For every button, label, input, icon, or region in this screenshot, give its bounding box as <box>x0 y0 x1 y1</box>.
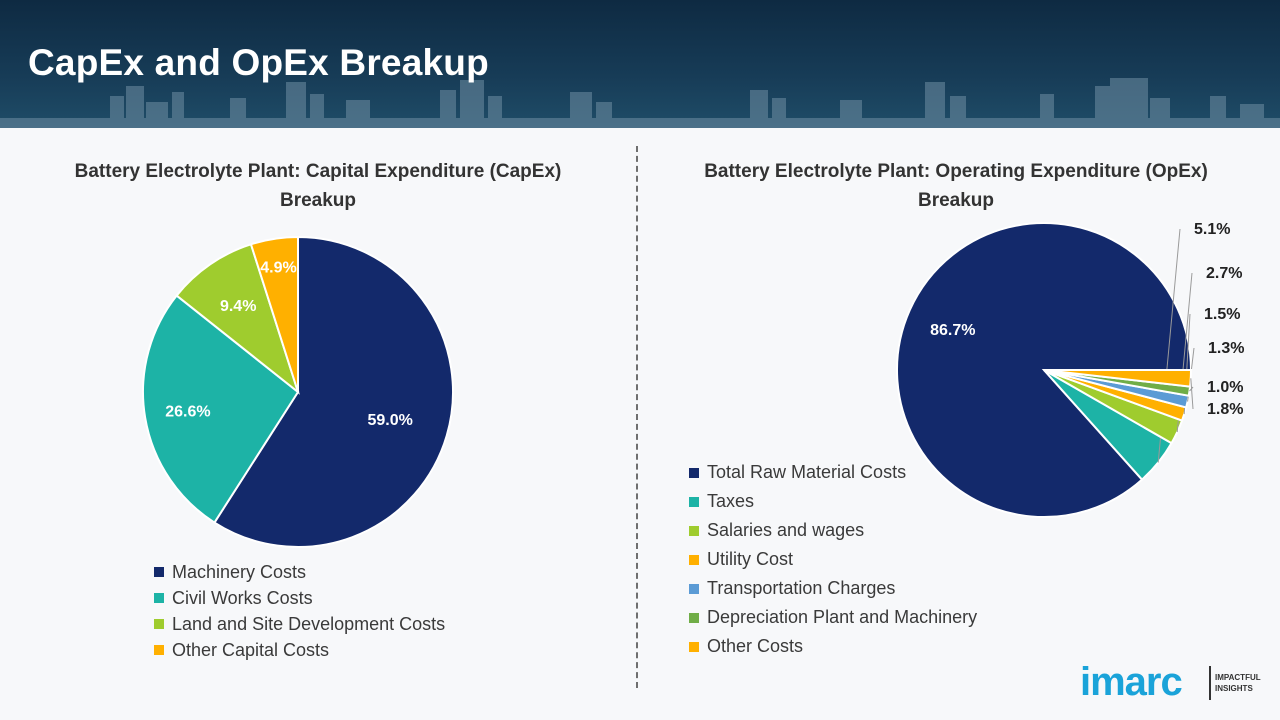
data-label-land-and-site-development-costs: 9.4% <box>220 298 256 315</box>
opex-title-line1: Battery Electrolyte Plant: Operating Exp… <box>704 161 1208 182</box>
legend-label-transportation-charges: Transportation Charges <box>707 578 896 598</box>
page-title: CapEx and OpEx Breakup <box>28 42 489 83</box>
logo-divider <box>1209 666 1211 700</box>
data-label-machinery-costs: 59.0% <box>368 412 413 429</box>
legend-label-total-raw-material-costs: Total Raw Material Costs <box>707 462 907 482</box>
legend-item-depreciation-plant-and-machinery: Depreciation Plant and Machinery <box>689 603 977 632</box>
imarc-logo: imarc IMPACTFUL INSIGHTS <box>1080 660 1261 706</box>
legend-swatch-taxes <box>689 496 699 507</box>
legend-swatch-other-costs <box>689 641 699 652</box>
panel-divider <box>636 146 638 688</box>
logo-tagline-2: INSIGHTS <box>1215 684 1253 693</box>
legend-swatch-transportation-charges <box>689 583 699 594</box>
pie-slice-land-and-site-development-costs <box>175 243 300 395</box>
legend-swatch-civil-works-costs <box>154 593 164 603</box>
data-label-total-raw-material-costs: 86.7% <box>930 322 975 339</box>
legend-item-machinery-costs: Machinery Costs <box>154 559 445 585</box>
legend-item-other-costs: Other Costs <box>689 632 977 661</box>
pie-slice-other-costs <box>1043 369 1193 388</box>
capex-title-line1: Battery Electrolyte Plant: Capital Expen… <box>74 161 562 182</box>
legend-label-land-and-site-development-costs: Land and Site Development Costs <box>172 613 446 634</box>
capex-title-line2: Breakup <box>279 190 357 211</box>
legend-swatch-other-capital-costs <box>154 645 164 655</box>
data-label-other-costs: 1.8% <box>1207 401 1243 418</box>
data-label-taxes: 5.1% <box>1194 221 1230 238</box>
legend-item-total-raw-material-costs: Total Raw Material Costs <box>689 458 977 487</box>
legend-label-civil-works-costs: Civil Works Costs <box>172 587 313 608</box>
data-label-salaries-and-wages: 2.7% <box>1206 265 1242 282</box>
opex-title-line2: Breakup <box>917 190 995 211</box>
pie-slice-machinery-costs <box>213 235 454 548</box>
legend-item-salaries-and-wages: Salaries and wages <box>689 516 977 545</box>
leader-line-other-costs <box>1190 378 1194 410</box>
pie-slice-other-capital-costs <box>249 235 299 393</box>
pie-slice-civil-works-costs <box>142 294 300 524</box>
legend-item-other-capital-costs: Other Capital Costs <box>154 637 445 663</box>
legend-swatch-utility-cost <box>689 554 699 565</box>
capex-chart-title: Battery Electrolyte Plant: Capital Expen… <box>40 157 596 215</box>
legend-item-utility-cost: Utility Cost <box>689 545 977 574</box>
legend-swatch-total-raw-material-costs <box>689 467 699 478</box>
legend-label-depreciation-plant-and-machinery: Depreciation Plant and Machinery <box>707 607 978 627</box>
opex-pie-chart: 86.7% 5.1% 2.7% 1.5% 1.3% 1.0% 1.8% <box>896 221 1244 518</box>
legend-label-other-capital-costs: Other Capital Costs <box>172 639 330 660</box>
legend-swatch-machinery-costs <box>154 567 164 577</box>
opex-chart-title: Battery Electrolyte Plant: Operating Exp… <box>676 157 1236 215</box>
data-label-transportation-charges: 1.3% <box>1208 340 1244 357</box>
legend-label-utility-cost: Utility Cost <box>707 549 794 569</box>
legend-item-civil-works-costs: Civil Works Costs <box>154 585 445 611</box>
legend-item-land-and-site-development-costs: Land and Site Development Costs <box>154 611 445 637</box>
legend-swatch-land-and-site-development-costs <box>154 619 164 629</box>
legend-label-other-costs: Other Costs <box>707 636 804 656</box>
legend-swatch-salaries-and-wages <box>689 525 699 536</box>
logo-wordmark: imarc <box>1080 660 1183 704</box>
data-label-utility-cost: 1.5% <box>1204 306 1240 323</box>
legend-swatch-depreciation-plant-and-machinery <box>689 612 699 623</box>
opex-legend: Total Raw Material Costs Taxes Salaries an… <box>689 458 977 661</box>
logo-tagline: IMPACTFUL INSIGHTS <box>1215 672 1261 694</box>
legend-item-taxes: Taxes <box>689 487 977 516</box>
data-label-other-capital-costs: 4.9% <box>260 259 296 276</box>
legend-label-salaries-and-wages: Salaries and wages <box>707 520 865 540</box>
logo-tagline-1: IMPACTFUL <box>1215 673 1261 682</box>
data-label-civil-works-costs: 26.6% <box>165 403 210 420</box>
city-skyline-decoration <box>0 78 1280 128</box>
data-label-depreciation-plant-and-machinery: 1.0% <box>1207 379 1243 396</box>
legend-label-machinery-costs: Machinery Costs <box>172 561 307 582</box>
capex-legend: Machinery Costs Civil Works Costs Land and… <box>154 559 445 663</box>
legend-label-taxes: Taxes <box>707 491 755 511</box>
legend-item-transportation-charges: Transportation Charges <box>689 574 977 603</box>
capex-pie-chart: 59.0% 26.6% 9.4% 4.9% <box>142 235 454 548</box>
header-banner: CapEx and OpEx Breakup <box>0 0 1280 128</box>
